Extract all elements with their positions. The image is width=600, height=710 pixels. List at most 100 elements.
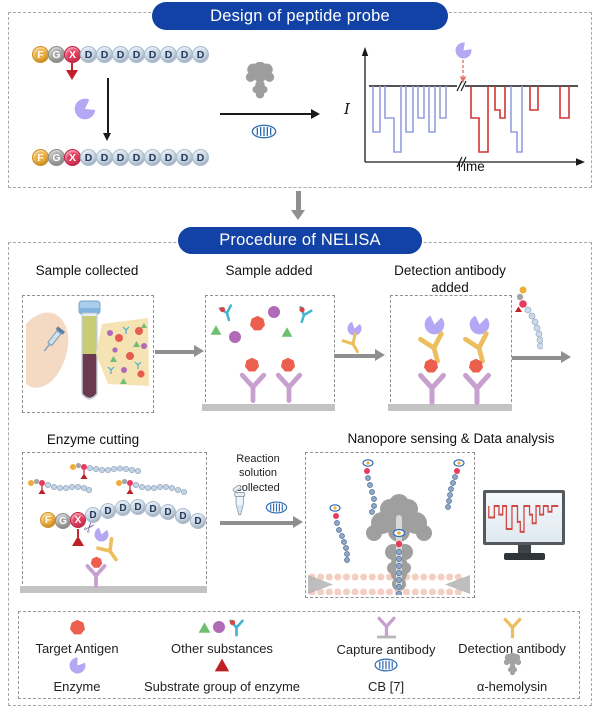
peptide-bead-X: X (70, 512, 86, 528)
peptide-bead-D: D (130, 499, 146, 515)
pulse-blue (372, 86, 381, 133)
legend-label: CB [7] (367, 679, 405, 694)
legend-label: Other substances (171, 641, 273, 656)
substrate-group-icon (72, 536, 84, 546)
step-title-sample-collected: Sample collected (35, 263, 139, 278)
axis-break-mark (456, 156, 463, 168)
capture-antibody-icon (374, 614, 399, 639)
pulse-blue (439, 86, 447, 119)
capture-antibody-icon (272, 368, 306, 406)
legend-item-detection-antibody: Detection antibody (447, 616, 577, 656)
peptide-bead-D: D (80, 46, 97, 63)
peptide-bead-D: D (128, 46, 145, 63)
peptide-bead-D: D (144, 46, 161, 63)
cb7-icon (373, 654, 399, 676)
legend-label: Target Antigen (35, 641, 119, 656)
legend-item-capture-antibody: Capture antibody (326, 614, 446, 657)
capture-antibody-icon (459, 370, 495, 406)
enzyme-added-arrowhead (459, 76, 467, 83)
x-axis-label: Time (455, 159, 485, 174)
tube-serum-layer (82, 316, 97, 354)
monitor-screen (483, 490, 565, 545)
substrate-stem (77, 529, 79, 537)
cb7-icon (264, 501, 289, 514)
peptide-bead-D: D (100, 503, 116, 519)
panel-detection-antibody (390, 295, 512, 407)
peptide-bead-D: D (190, 513, 206, 529)
well-surface (388, 404, 512, 411)
design-flow-arrow (220, 109, 320, 119)
monitor-base (504, 553, 545, 560)
arm-illustration (26, 312, 69, 388)
other-substance-triangle (281, 326, 293, 338)
pulse-blue (417, 86, 425, 119)
other-substance-circle (229, 331, 241, 343)
current-trace-plot (361, 47, 585, 168)
other-substances-icons (198, 616, 246, 638)
legend-label: Capture antibody (336, 642, 436, 657)
baseline-break-mark (456, 80, 463, 92)
peptide-bead-D: D (80, 149, 97, 166)
peptide-bead-X: X (64, 46, 81, 63)
legend-label: Enzyme (53, 679, 101, 694)
substrate-group-icon (66, 70, 78, 80)
pulse-blue (405, 86, 414, 133)
monitor-trace-plot (488, 504, 559, 533)
well-surface (20, 586, 207, 593)
free-peptide-chain (445, 459, 465, 510)
other-substance-triangle (210, 324, 222, 336)
trace-segments (369, 85, 578, 153)
step-title-enzyme-cutting: Enzyme cutting (46, 432, 140, 447)
peptide-bead-D: D (160, 46, 177, 63)
pulse-blue (428, 86, 436, 133)
cleaved-probe-chains (28, 462, 188, 496)
section-connector-arrow (291, 191, 304, 220)
step-title-sample-added: Sample added (225, 263, 313, 278)
peptide-bead-D: D (192, 149, 209, 166)
procedure-banner-label: Procedure of NELISA (219, 231, 381, 249)
legend-item-other-substances: Other substances (147, 616, 297, 656)
reaction-note: Reaction solution collected (236, 453, 280, 494)
circle-icon (213, 621, 225, 633)
legend-box (18, 611, 580, 699)
peptide-bead-D: D (176, 149, 193, 166)
peptide-bead-D: D (160, 149, 177, 166)
peptide-bead-D: D (115, 500, 131, 516)
peptide-bead-F: F (32, 149, 49, 166)
free-peptide-chain (329, 504, 350, 563)
procedure-banner: Procedure of NELISA (178, 227, 422, 254)
free-peptide-chain (362, 459, 377, 515)
peptide-bead-G: G (48, 149, 65, 166)
capture-antibody-icon (414, 370, 450, 406)
pulse-red (470, 86, 489, 153)
alpha-hemolysin-icon (243, 62, 277, 100)
peptide-bead-D: D (112, 149, 129, 166)
peptide-bead-D: D (160, 504, 176, 520)
monitor-trace (488, 504, 559, 533)
substrate-group-icon (214, 654, 230, 676)
peptide-bead-D: D (128, 149, 145, 166)
peptide-bead-D: D (176, 46, 193, 63)
target-antigen-icon (69, 616, 86, 638)
triangle-icon (198, 621, 211, 634)
microtube-icon (232, 485, 246, 516)
other-antibody-icon (216, 302, 238, 324)
step-arrow-1 (155, 345, 204, 357)
sample-collected-illustration (26, 300, 149, 400)
peptide-bead-X: X (64, 149, 81, 166)
axis-break-mark (460, 156, 467, 168)
reaction-down-arrow (103, 78, 111, 141)
cb7-icon (250, 124, 278, 139)
y-axis-label: I (344, 100, 350, 118)
other-substance-circle (268, 306, 280, 318)
legend-item-cb7: CB [7] (326, 654, 446, 694)
enzyme-icon (454, 41, 474, 61)
peptide-bead-F: F (40, 512, 56, 528)
peptide-probe-chain (515, 286, 543, 350)
tube-blood-layer (82, 354, 97, 398)
small-peptide-chain (70, 462, 142, 479)
sample-content-particles (107, 323, 147, 384)
